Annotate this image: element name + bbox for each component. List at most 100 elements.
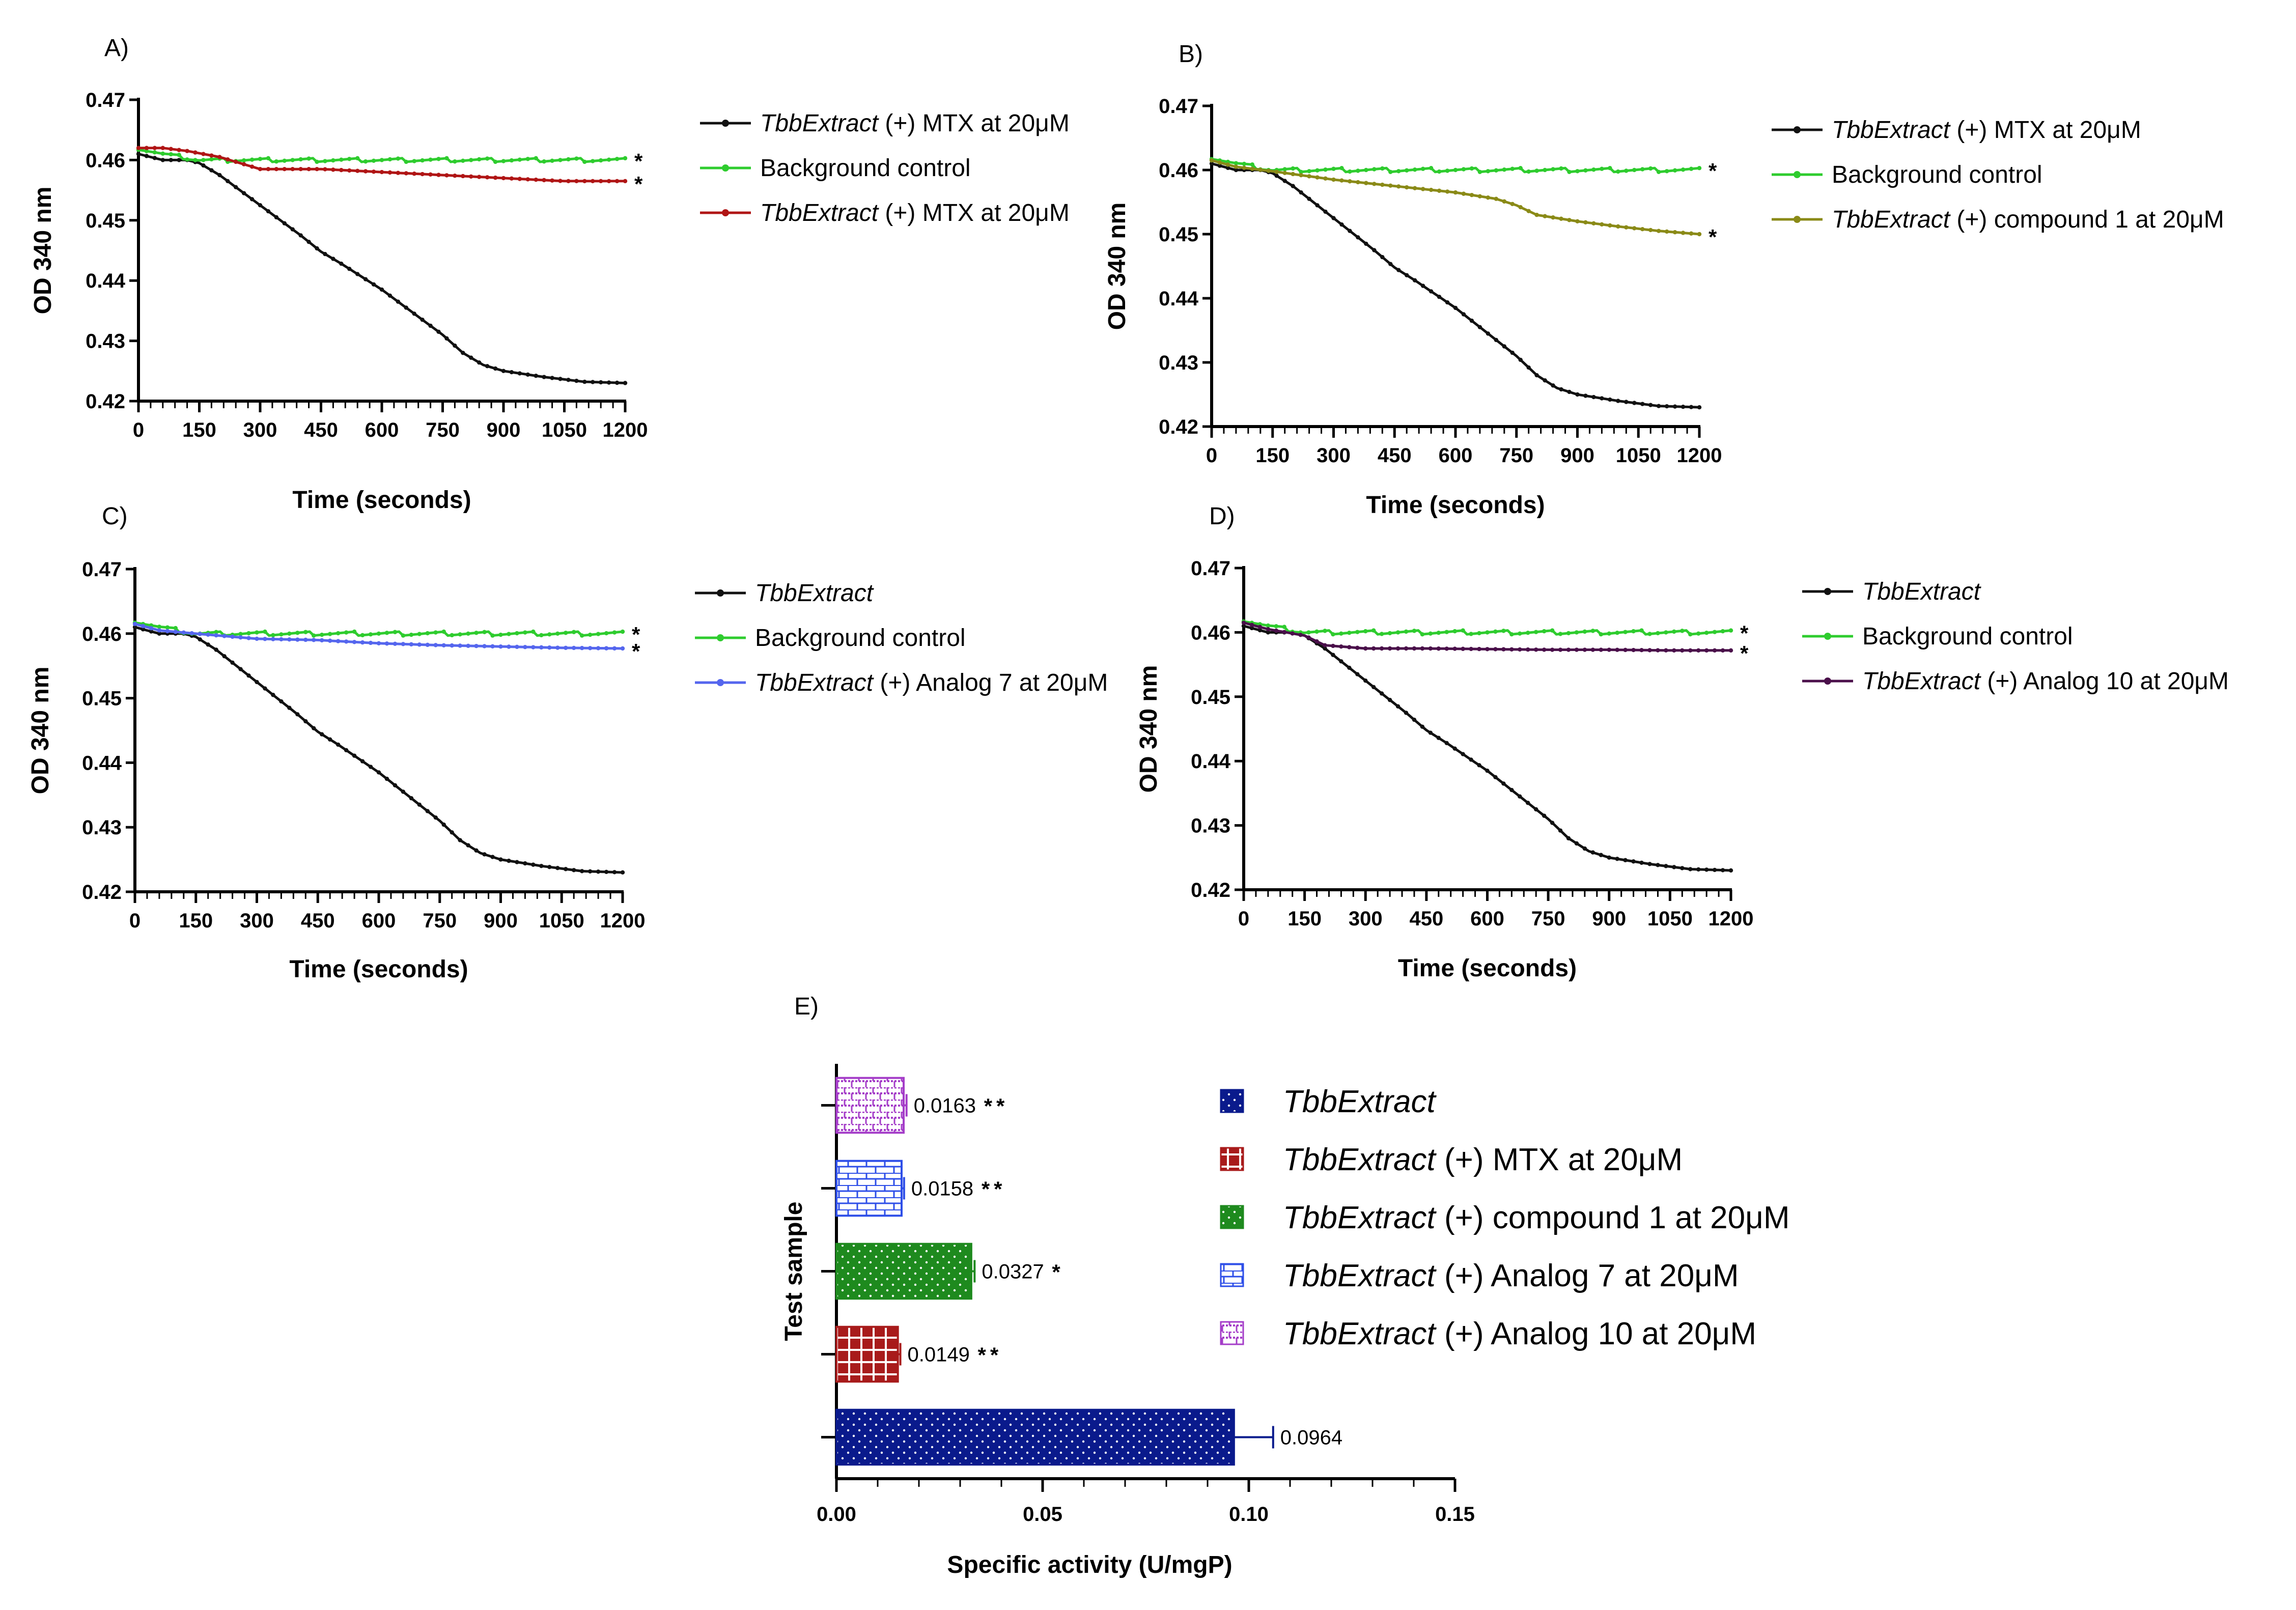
series-1: * — [1209, 157, 1717, 183]
data-point — [1461, 167, 1466, 172]
data-point — [1656, 229, 1661, 233]
x-tick-label: 450 — [1378, 444, 1412, 467]
data-point — [1550, 821, 1555, 825]
data-point — [547, 865, 552, 869]
data-point — [574, 379, 579, 383]
data-point — [1307, 196, 1311, 201]
bar-value-label: 0.0327 — [982, 1261, 1044, 1283]
data-point — [1720, 868, 1725, 872]
data-point — [331, 257, 335, 261]
bar — [835, 1408, 1235, 1466]
data-point — [534, 156, 538, 161]
data-point — [315, 246, 319, 251]
data-point — [1697, 232, 1702, 237]
data-point — [1680, 648, 1685, 653]
data-point — [312, 638, 316, 642]
data-point — [344, 630, 349, 635]
data-point — [1534, 807, 1538, 812]
data-point — [315, 166, 319, 172]
data-point — [206, 642, 210, 647]
data-point — [458, 838, 462, 842]
data-point — [620, 870, 625, 875]
data-point — [1582, 629, 1587, 634]
data-point — [1395, 646, 1401, 651]
data-point — [1331, 653, 1335, 657]
data-point — [144, 146, 149, 150]
data-point — [1477, 194, 1482, 199]
data-point — [222, 654, 227, 659]
data-point — [1323, 209, 1328, 214]
legend-swatch-marker — [722, 164, 729, 172]
data-point — [1550, 628, 1555, 633]
data-point — [282, 166, 287, 172]
data-point — [1582, 846, 1587, 851]
data-point — [453, 173, 457, 178]
data-point — [1485, 768, 1490, 773]
data-point — [328, 638, 332, 643]
data-point — [1395, 630, 1401, 635]
data-point — [295, 637, 300, 642]
data-point — [515, 860, 519, 864]
legend-swatch-marker — [1824, 677, 1831, 685]
data-point — [444, 173, 449, 178]
x-axis-title: Time (seconds) — [1366, 492, 1545, 519]
data-point — [572, 630, 576, 634]
data-point — [1388, 262, 1393, 266]
data-point — [1323, 643, 1327, 647]
data-point — [523, 644, 527, 649]
data-point — [1623, 647, 1628, 653]
x-tick-label: 600 — [362, 910, 396, 932]
data-point — [1388, 170, 1393, 174]
data-point — [1453, 190, 1458, 195]
data-point — [469, 174, 473, 179]
legend-item: TbbExtract (+) Analog 7 at 20μM — [695, 669, 1108, 696]
data-point — [157, 625, 162, 629]
legend-rest-part: (+) Analog 10 at 20μM — [1980, 668, 2229, 695]
data-point — [1680, 866, 1685, 870]
data-point — [1696, 867, 1701, 872]
x-tick-label: 150 — [1287, 908, 1322, 930]
data-point — [1469, 166, 1474, 171]
significance-star: * — [634, 172, 643, 196]
data-point — [596, 869, 601, 874]
data-point — [169, 147, 173, 151]
data-point — [547, 645, 552, 650]
data-point — [1704, 867, 1709, 872]
legend-swatch-marker — [722, 120, 729, 127]
data-point — [1331, 177, 1336, 182]
data-point — [396, 156, 401, 161]
significance-star: * — [632, 623, 640, 646]
legend-item: TbbExtract (+) MTX at 20μM — [700, 110, 1070, 137]
data-point — [255, 680, 259, 685]
legend-item: TbbExtract — [1802, 578, 1981, 605]
x-tick-label: 450 — [301, 910, 335, 932]
legend-italic-part: TbbExtract — [1283, 1258, 1437, 1293]
data-point — [550, 178, 554, 183]
data-point — [441, 643, 446, 647]
x-tick-label: 750 — [426, 419, 460, 441]
data-point — [599, 380, 603, 385]
data-point — [1291, 166, 1295, 171]
data-point — [230, 634, 235, 639]
data-point — [539, 633, 544, 638]
data-point — [303, 630, 308, 634]
legend-item: TbbExtract (+) MTX at 20μM — [1772, 117, 2141, 144]
data-point — [1656, 404, 1661, 408]
data-point — [360, 640, 365, 645]
data-point — [1266, 630, 1271, 635]
data-point — [234, 159, 238, 164]
data-point — [417, 802, 422, 807]
data-point — [606, 380, 611, 385]
data-point — [1445, 300, 1450, 305]
legend-italic-part: TbbExtract — [1862, 578, 1981, 605]
data-point — [1461, 646, 1465, 651]
data-point — [1493, 629, 1498, 634]
data-point — [444, 156, 449, 161]
x-tick-label: 900 — [1592, 908, 1626, 930]
x-tick-label: 0.15 — [1435, 1503, 1475, 1526]
data-point — [1436, 646, 1441, 651]
legend-rest-part: (+) Analog 10 at 20μM — [1436, 1316, 1756, 1351]
data-point — [482, 630, 487, 634]
series-2: * — [132, 622, 640, 663]
legend-label: Background control — [1832, 161, 2042, 188]
